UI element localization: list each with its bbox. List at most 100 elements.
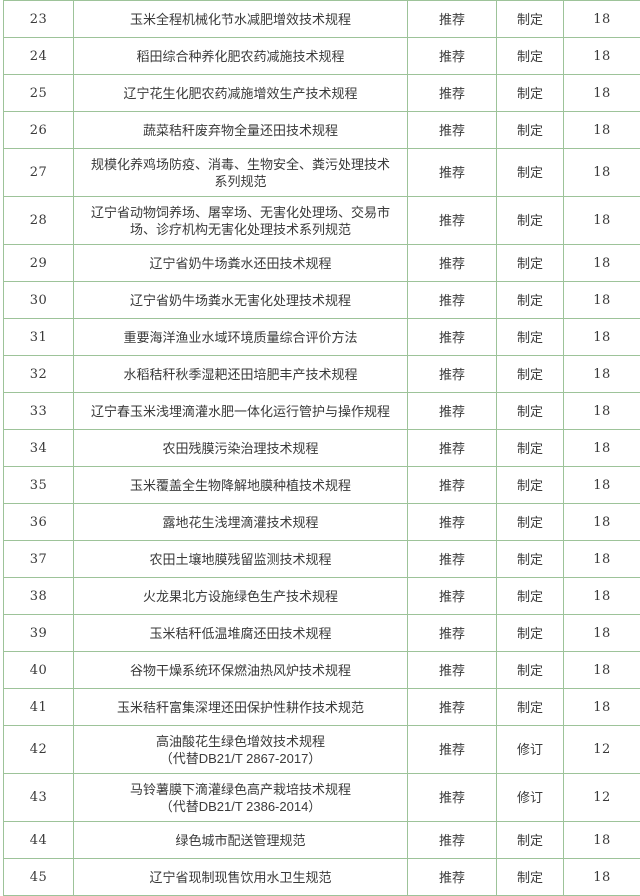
table-row: 43 马铃薯膜下滴灌绿色高产栽培技术规程 （代替DB21/T 2386-2014）… [3,773,640,822]
table-row: 34 农田残膜污染治理技术规程 推荐 制定 18 [3,429,640,467]
row-index-cell: 29 [3,244,74,282]
row-index-cell: 25 [3,74,74,112]
table-row: 36 露地花生浅埋滴灌技术规程 推荐 制定 18 [3,503,640,541]
standard-title-cell: 辽宁省现制现售饮用水卫生规范 [73,858,408,896]
attribute-cell: 推荐 [407,540,497,578]
row-index-cell: 36 [3,503,74,541]
attribute-cell: 推荐 [407,37,497,75]
cycle-cell: 18 [563,111,640,149]
type-cell: 制定 [496,244,564,282]
type-cell: 制定 [496,0,564,38]
row-index-cell: 35 [3,466,74,504]
row-index-cell: 30 [3,281,74,319]
attribute-cell: 推荐 [407,858,497,896]
type-cell: 制定 [496,111,564,149]
attribute-cell: 推荐 [407,355,497,393]
standard-title-cell: 火龙果北方设施绿色生产技术规程 [73,577,408,615]
type-cell: 制定 [496,614,564,652]
row-index-cell: 37 [3,540,74,578]
standard-title-cell: 水稻秸秆秋季湿耙还田培肥丰产技术规程 [73,355,408,393]
type-cell: 制定 [496,429,564,467]
table-row: 25 辽宁花生化肥农药减施增效生产技术规程 推荐 制定 18 [3,74,640,112]
cycle-cell: 18 [563,196,640,245]
type-cell: 制定 [496,651,564,689]
standard-title-cell: 辽宁省奶牛场粪水还田技术规程 [73,244,408,282]
standard-title-cell: 规模化养鸡场防疫、消毒、生物安全、粪污处理技术 系列规范 [73,148,408,197]
standard-title-cell: 辽宁花生化肥农药减施增效生产技术规程 [73,74,408,112]
standard-title-cell: 辽宁省动物饲养场、屠宰场、无害化处理场、交易市 场、诊疗机构无害化处理技术系列规… [73,196,408,245]
type-cell: 制定 [496,148,564,197]
table-row: 31 重要海洋渔业水域环境质量综合评价方法 推荐 制定 18 [3,318,640,356]
type-cell: 制定 [496,503,564,541]
table-row: 33 辽宁春玉米浅埋滴灌水肥一体化运行管护与操作规程 推荐 制定 18 [3,392,640,430]
table-row: 38 火龙果北方设施绿色生产技术规程 推荐 制定 18 [3,577,640,615]
standard-title-cell: 农田残膜污染治理技术规程 [73,429,408,467]
table-row: 28 辽宁省动物饲养场、屠宰场、无害化处理场、交易市 场、诊疗机构无害化处理技术系… [3,196,640,245]
cycle-cell: 18 [563,651,640,689]
type-cell: 制定 [496,74,564,112]
type-cell: 修订 [496,773,564,822]
attribute-cell: 推荐 [407,392,497,430]
standard-title-cell: 玉米秸秆低温堆腐还田技术规程 [73,614,408,652]
table-row: 32 水稻秸秆秋季湿耙还田培肥丰产技术规程 推荐 制定 18 [3,355,640,393]
standard-title-cell: 绿色城市配送管理规范 [73,821,408,859]
row-index-cell: 23 [3,0,74,38]
type-cell: 制定 [496,858,564,896]
attribute-cell: 推荐 [407,429,497,467]
row-index-cell: 32 [3,355,74,393]
standards-table: 23 玉米全程机械化节水减肥增效技术规程 推荐 制定 18 24 稻田综合种养化肥农药减施技… [3,0,640,896]
cycle-cell: 18 [563,37,640,75]
cycle-cell: 12 [563,773,640,822]
standard-title-cell: 重要海洋渔业水域环境质量综合评价方法 [73,318,408,356]
attribute-cell: 推荐 [407,725,497,774]
cycle-cell: 18 [563,577,640,615]
row-index-cell: 28 [3,196,74,245]
table-row: 29 辽宁省奶牛场粪水还田技术规程 推荐 制定 18 [3,244,640,282]
standard-title-cell: 辽宁省奶牛场粪水无害化处理技术规程 [73,281,408,319]
type-cell: 制定 [496,688,564,726]
cycle-cell: 18 [563,858,640,896]
standards-table-container: 23 玉米全程机械化节水减肥增效技术规程 推荐 制定 18 24 稻田综合种养化肥农药减施技… [3,0,640,896]
standard-title-cell: 玉米全程机械化节水减肥增效技术规程 [73,0,408,38]
cycle-cell: 18 [563,540,640,578]
attribute-cell: 推荐 [407,614,497,652]
standard-title-cell: 辽宁春玉米浅埋滴灌水肥一体化运行管护与操作规程 [73,392,408,430]
table-row: 30 辽宁省奶牛场粪水无害化处理技术规程 推荐 制定 18 [3,281,640,319]
standard-title-cell: 稻田综合种养化肥农药减施技术规程 [73,37,408,75]
cycle-cell: 18 [563,614,640,652]
cycle-cell: 18 [563,821,640,859]
attribute-cell: 推荐 [407,466,497,504]
cycle-cell: 18 [563,392,640,430]
cycle-cell: 18 [563,74,640,112]
table-row: 23 玉米全程机械化节水减肥增效技术规程 推荐 制定 18 [3,0,640,38]
attribute-cell: 推荐 [407,773,497,822]
table-body: 23 玉米全程机械化节水减肥增效技术规程 推荐 制定 18 24 稻田综合种养化肥农药减施技… [3,0,640,896]
row-index-cell: 26 [3,111,74,149]
cycle-cell: 12 [563,725,640,774]
type-cell: 制定 [496,540,564,578]
standard-title-cell: 马铃薯膜下滴灌绿色高产栽培技术规程 （代替DB21/T 2386-2014） [73,773,408,822]
cycle-cell: 18 [563,148,640,197]
attribute-cell: 推荐 [407,577,497,615]
table-row: 44 绿色城市配送管理规范 推荐 制定 18 [3,821,640,859]
row-index-cell: 33 [3,392,74,430]
row-index-cell: 42 [3,725,74,774]
type-cell: 制定 [496,466,564,504]
attribute-cell: 推荐 [407,651,497,689]
row-index-cell: 24 [3,37,74,75]
cycle-cell: 18 [563,429,640,467]
row-index-cell: 39 [3,614,74,652]
row-index-cell: 31 [3,318,74,356]
cycle-cell: 18 [563,466,640,504]
cycle-cell: 18 [563,503,640,541]
type-cell: 制定 [496,37,564,75]
row-index-cell: 44 [3,821,74,859]
row-index-cell: 27 [3,148,74,197]
table-row: 41 玉米秸秆富集深埋还田保护性耕作技术规范 推荐 制定 18 [3,688,640,726]
table-row: 35 玉米覆盖全生物降解地膜种植技术规程 推荐 制定 18 [3,466,640,504]
table-row: 37 农田土壤地膜残留监测技术规程 推荐 制定 18 [3,540,640,578]
cycle-cell: 18 [563,355,640,393]
table-row: 45 辽宁省现制现售饮用水卫生规范 推荐 制定 18 [3,858,640,896]
standard-title-cell: 蔬菜秸秆废弃物全量还田技术规程 [73,111,408,149]
type-cell: 制定 [496,281,564,319]
